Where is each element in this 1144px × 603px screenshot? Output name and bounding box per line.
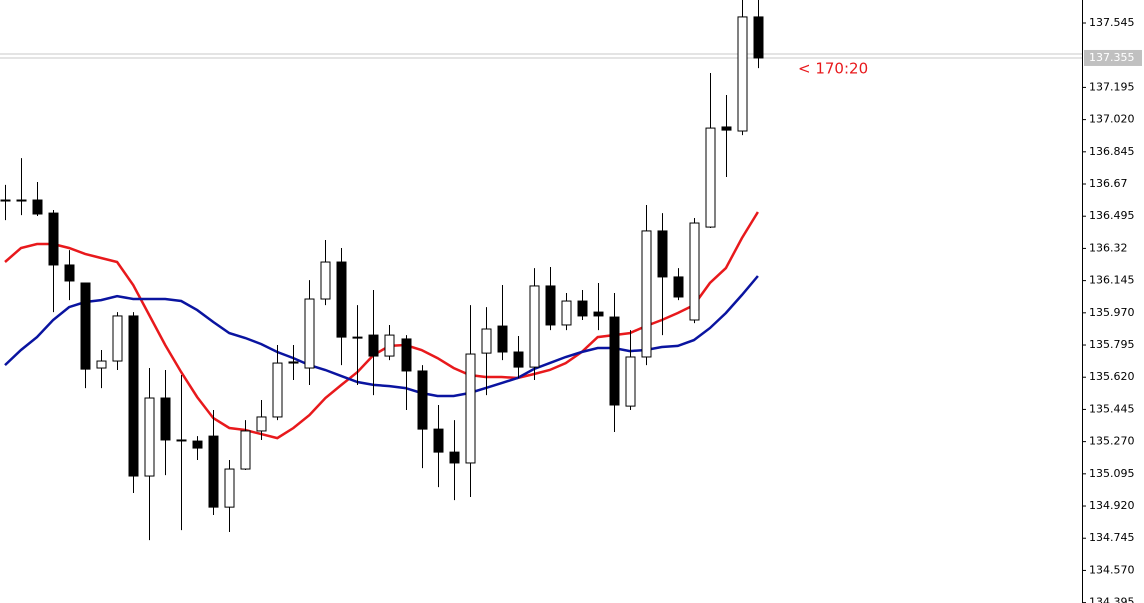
y-tick-label: 137.195 bbox=[1089, 80, 1135, 93]
candle-body bbox=[224, 468, 235, 508]
candle-body bbox=[657, 230, 668, 278]
candle-body bbox=[208, 435, 219, 508]
candle-body bbox=[176, 439, 187, 442]
candle-body bbox=[240, 430, 251, 470]
candle-body bbox=[593, 311, 604, 317]
candle-body bbox=[144, 397, 155, 477]
annotation: < 170:20 bbox=[798, 60, 868, 78]
candle-body bbox=[320, 261, 331, 300]
candle-body bbox=[737, 16, 748, 132]
y-tick-label: 134.745 bbox=[1089, 531, 1135, 544]
y-tick-label: 136.845 bbox=[1089, 145, 1135, 158]
candle-body bbox=[384, 334, 395, 357]
candle-body bbox=[721, 126, 732, 131]
candle-body bbox=[497, 325, 508, 353]
candle-body bbox=[689, 222, 700, 321]
candle-body bbox=[288, 361, 299, 364]
candle-body bbox=[753, 16, 764, 59]
candle-body bbox=[48, 212, 59, 266]
candle-body bbox=[481, 328, 492, 354]
candle-body bbox=[32, 199, 43, 215]
candle-body bbox=[545, 285, 556, 326]
candle-body bbox=[256, 416, 267, 432]
candle-body bbox=[64, 264, 75, 282]
candle-body bbox=[433, 428, 444, 453]
candle-body bbox=[336, 261, 347, 338]
candle-body bbox=[0, 199, 11, 202]
candle-body bbox=[641, 230, 652, 358]
candle-body bbox=[368, 334, 379, 357]
candle-body bbox=[673, 276, 684, 298]
y-tick-label: 135.970 bbox=[1089, 306, 1135, 319]
candle-body bbox=[625, 356, 636, 407]
candle-body bbox=[513, 351, 524, 368]
candle-body bbox=[465, 353, 476, 464]
candle-body bbox=[352, 336, 363, 339]
candle-body bbox=[529, 285, 540, 368]
candle-body bbox=[80, 282, 91, 370]
y-tick-label: 137.020 bbox=[1089, 113, 1135, 126]
current-price-tag bbox=[1084, 49, 1142, 66]
candle-body bbox=[16, 199, 27, 202]
y-tick-label: 135.270 bbox=[1089, 435, 1135, 448]
y-tick-label: 136.32 bbox=[1089, 241, 1128, 254]
candle-body bbox=[577, 300, 588, 317]
current-price-label: 137.355 bbox=[1089, 51, 1135, 64]
candle-body bbox=[609, 316, 620, 406]
candle-body bbox=[561, 300, 572, 326]
candle-body bbox=[128, 315, 139, 477]
y-tick-label: 134.570 bbox=[1089, 563, 1135, 576]
moving-average-line bbox=[4, 211, 759, 440]
y-tick-label: 135.095 bbox=[1089, 467, 1135, 480]
candle-body bbox=[449, 451, 460, 464]
moving-average-line bbox=[4, 275, 759, 398]
y-tick-label: 135.620 bbox=[1089, 370, 1135, 383]
candle-body bbox=[401, 338, 412, 372]
y-tick-label: 135.445 bbox=[1089, 402, 1135, 415]
y-tick-label: 134.395 bbox=[1089, 596, 1135, 603]
candle-body bbox=[272, 362, 283, 418]
candle-body bbox=[304, 298, 315, 369]
y-tick-label: 134.920 bbox=[1089, 499, 1135, 512]
candle-body bbox=[160, 397, 171, 441]
y-tick-label: 136.67 bbox=[1089, 177, 1128, 190]
candle-body bbox=[192, 440, 203, 449]
y-tick-label: 135.795 bbox=[1089, 338, 1135, 351]
candle-body bbox=[705, 127, 716, 228]
y-tick-label: 137.545 bbox=[1089, 16, 1135, 29]
candle-body bbox=[417, 370, 428, 430]
y-tick-label: 136.145 bbox=[1089, 274, 1135, 287]
candle-body bbox=[96, 360, 107, 369]
y-tick-label: 136.495 bbox=[1089, 209, 1135, 222]
candle-body bbox=[112, 315, 123, 362]
